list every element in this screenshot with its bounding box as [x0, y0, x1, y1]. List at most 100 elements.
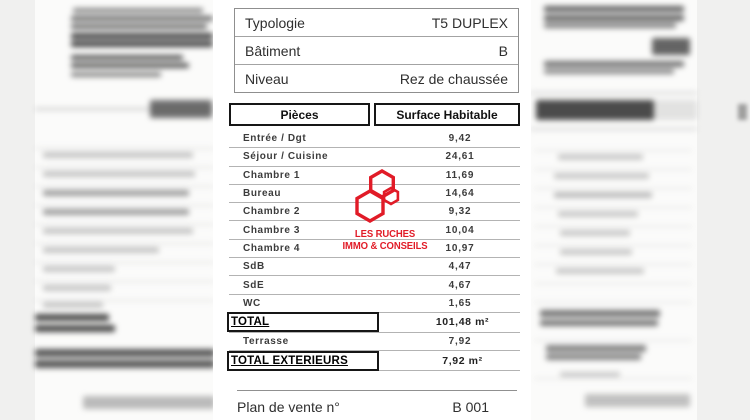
blur-artifact: [35, 243, 215, 244]
room-value: 1,65: [448, 297, 472, 309]
blur-artifact: [71, 72, 161, 77]
blur-artifact: [35, 148, 215, 149]
blur-artifact: [35, 300, 215, 301]
room-value: 9,42: [448, 133, 472, 145]
typologie-value: T5 DUPLEX: [431, 14, 508, 31]
total-exterieurs-value: 7,92 m²: [442, 354, 483, 367]
room-value: 9,32: [448, 206, 472, 218]
column-header-surface: Surface Habitable: [374, 103, 520, 126]
blurred-content-left: [35, 0, 215, 420]
table-row: SdB 4,47: [229, 258, 520, 277]
surface-table-body: Entrée / Dgt 9,42 Séjour / Cuisine 24,61…: [227, 130, 520, 372]
room-value: 14,64: [445, 188, 475, 200]
blur-artifact: [544, 69, 674, 74]
typologie-label: Typologie: [245, 14, 305, 31]
plan-footer: Plan de vente n° B 001: [237, 390, 517, 415]
table-row: Séjour / Cuisine 24,61: [229, 148, 520, 167]
blurred-content-right: [530, 0, 697, 420]
plan-number-value: B 001: [452, 399, 489, 415]
blur-artifact: [560, 249, 632, 255]
blur-artifact: [560, 230, 630, 236]
blur-artifact: [35, 108, 215, 110]
room-label: SdE: [243, 279, 265, 291]
blur-artifact: [35, 325, 115, 332]
blur-artifact: [534, 302, 692, 303]
room-label: SdB: [243, 261, 265, 273]
blur-artifact: [534, 264, 692, 265]
blur-artifact: [652, 38, 690, 55]
info-table: Typologie T5 DUPLEX Bâtiment B Niveau Re…: [234, 8, 519, 93]
blur-artifact: [35, 186, 215, 187]
blur-artifact: [35, 314, 109, 321]
table-row: Chambre 4 10,97: [229, 240, 520, 259]
blur-artifact: [554, 192, 652, 198]
blur-artifact: [43, 171, 195, 177]
blur-artifact: [560, 372, 620, 377]
room-value: 11,69: [445, 169, 475, 181]
room-value: 10,04: [445, 224, 475, 236]
room-label: Séjour / Cuisine: [243, 151, 329, 163]
room-value: 7,92: [448, 336, 472, 348]
blur-artifact: [530, 92, 697, 94]
blur-artifact: [534, 245, 692, 246]
blur-artifact: [540, 310, 660, 317]
blur-artifact: [534, 150, 692, 151]
blur-artifact: [43, 152, 193, 158]
room-value: 4,47: [448, 261, 472, 273]
blur-artifact: [71, 63, 189, 68]
blur-artifact: [558, 211, 638, 217]
blur-artifact: [43, 266, 115, 272]
room-label: WC: [243, 297, 261, 309]
blur-artifact: [534, 378, 692, 379]
total-exterieurs-row: TOTAL EXTERIEURS 7,92 m²: [227, 350, 520, 372]
blur-artifact: [35, 349, 215, 357]
table-row-terrasse: Terrasse 7,92: [229, 333, 520, 352]
blur-artifact: [534, 340, 692, 341]
niveau-value: Rez de chaussée: [399, 70, 508, 87]
batiment-value: B: [498, 42, 508, 59]
table-row: SdE 4,67: [229, 276, 520, 295]
blur-artifact: [43, 285, 111, 291]
total-value: 101,48 m²: [435, 316, 490, 329]
blur-artifact: [35, 224, 215, 225]
blur-artifact: [544, 15, 684, 21]
niveau-label: Niveau: [245, 70, 289, 87]
batiment-label: Bâtiment: [245, 42, 301, 59]
room-label: Chambre 3: [243, 224, 301, 236]
blur-artifact: [35, 205, 215, 206]
room-value: 10,97: [445, 242, 475, 254]
table-row: WC 1,65: [229, 295, 520, 313]
column-header-pieces: Pièces: [229, 103, 370, 126]
blur-artifact: [534, 169, 692, 170]
blur-artifact: [534, 283, 692, 284]
blurred-page-left: [35, 0, 215, 420]
blur-artifact: [554, 173, 649, 179]
info-row-typologie: Typologie T5 DUPLEX: [235, 9, 518, 36]
total-label: TOTAL: [227, 312, 379, 333]
blur-artifact: [71, 16, 213, 21]
blur-artifact: [43, 302, 103, 308]
blur-artifact: [534, 207, 692, 208]
blur-artifact: [585, 394, 690, 407]
room-label: Chambre 4: [243, 242, 301, 254]
info-row-niveau: Niveau Rez de chaussée: [235, 64, 518, 92]
total-row: TOTAL 101,48 m²: [227, 312, 520, 333]
blur-artifact: [654, 100, 697, 120]
blur-artifact: [43, 209, 189, 215]
blurred-page-right: [530, 0, 697, 420]
blur-artifact: [43, 228, 193, 234]
blur-artifact: [71, 55, 183, 60]
blur-artifact: [35, 360, 215, 368]
blur-artifact: [71, 33, 213, 39]
blur-artifact: [534, 188, 692, 189]
room-value: 4,67: [448, 279, 472, 291]
plan-number-label: Plan de vente n°: [237, 399, 340, 415]
plan-sheet: Typologie T5 DUPLEX Bâtiment B Niveau Re…: [213, 0, 531, 420]
blur-artifact: [43, 190, 189, 196]
blur-artifact: [544, 6, 684, 12]
blur-artifact: [71, 24, 207, 29]
blur-artifact: [536, 100, 654, 120]
blur-artifact: [546, 354, 641, 360]
blur-artifact: [73, 8, 203, 13]
